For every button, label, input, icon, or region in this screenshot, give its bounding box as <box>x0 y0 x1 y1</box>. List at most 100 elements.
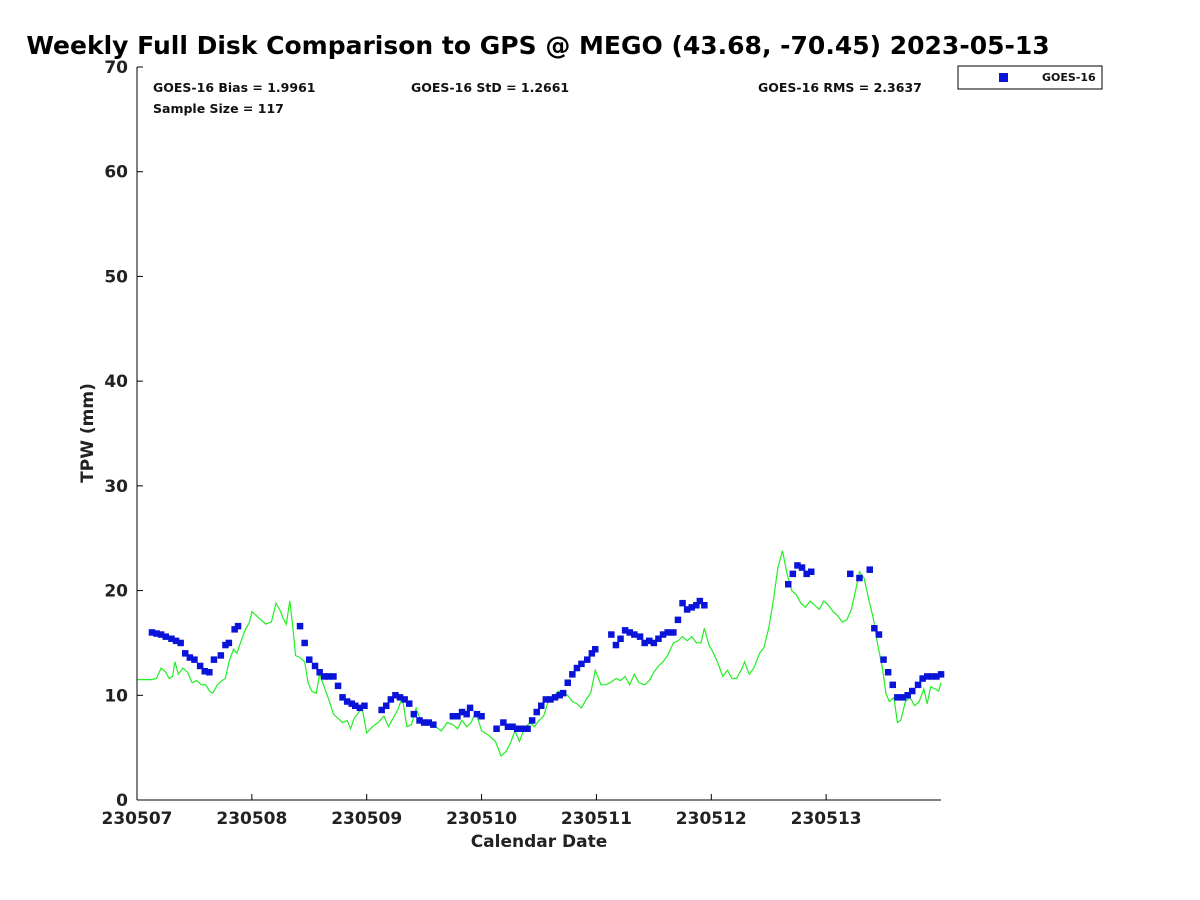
x-tick-label: 230512 <box>676 809 747 829</box>
goes-16-point <box>416 717 423 724</box>
goes-16-point <box>401 696 408 703</box>
goes-16-point <box>406 700 413 707</box>
goes-16-point <box>674 616 682 624</box>
goes-16-point <box>524 725 531 732</box>
goes-16-point <box>592 646 599 653</box>
goes-16-point <box>621 627 629 634</box>
goes-16-point <box>458 708 466 716</box>
goes-16-point <box>650 639 658 647</box>
x-ticks: 230507 230508 230509 230510 230511 230512 2305… <box>102 794 862 829</box>
goes-16-point <box>696 597 704 605</box>
goes-16-point <box>430 721 437 728</box>
goes-16-point <box>803 570 810 578</box>
goes-16-point <box>612 641 620 649</box>
goes-16-point <box>659 631 667 638</box>
legend-label-goes-16: GOES-16 <box>1042 71 1096 84</box>
goes-16-point <box>420 719 428 726</box>
goes-16-point <box>225 639 233 647</box>
goes-16-point <box>785 581 792 588</box>
goes-16-point <box>392 692 399 699</box>
goes-16-point <box>210 656 218 663</box>
goes-16-point <box>559 689 567 697</box>
goes-16-point <box>296 622 304 630</box>
legend-box <box>957 65 1103 90</box>
x-tick-label: 230513 <box>791 809 862 829</box>
goes-16-point <box>889 681 896 689</box>
goes-16-point <box>578 660 585 668</box>
goes-16-point <box>847 570 854 578</box>
goes-16-point <box>378 706 385 714</box>
gps-line <box>137 550 942 758</box>
goes-16-point <box>196 662 204 670</box>
x-tick-label: 230510 <box>446 809 517 829</box>
goes-16-point <box>547 696 554 703</box>
goes-16-point <box>588 650 596 657</box>
goes-16-point <box>500 719 507 726</box>
goes-16-point <box>871 625 878 632</box>
goes-16-point <box>449 713 457 720</box>
goes-16-point <box>352 702 359 709</box>
goes-16-point <box>148 629 156 636</box>
y-tick-label: 0 <box>116 791 128 811</box>
axes <box>136 67 941 801</box>
goes-16-point <box>556 692 563 699</box>
goes-16-point <box>172 637 180 645</box>
x-tick-label: 230511 <box>561 809 632 829</box>
goes-16-point <box>646 637 653 645</box>
goes-16-point <box>234 622 242 630</box>
goes-16-point <box>866 566 873 573</box>
goes-16-point <box>919 675 926 682</box>
legend-marker-goes-16 <box>999 73 1008 82</box>
goes-16-point <box>636 633 644 640</box>
goes-16-point <box>670 629 677 636</box>
goes-16-point <box>356 704 364 712</box>
goes-16-point <box>798 564 806 571</box>
goes-16-point <box>206 669 213 676</box>
goes-16-point <box>334 682 342 690</box>
goes-16-point <box>914 681 922 689</box>
goes-16-point <box>794 562 801 569</box>
plot-background <box>137 67 941 800</box>
x-axis-label: Calendar Date <box>471 832 608 852</box>
goes-16-point <box>463 710 470 718</box>
goes-16-point <box>551 694 559 701</box>
goes-16-point <box>904 692 911 699</box>
x-tick-label: 230508 <box>216 809 287 829</box>
goes-16-point <box>410 710 418 718</box>
goes-16-point <box>631 631 638 638</box>
goes-16-point <box>924 673 931 680</box>
goes-16-point <box>569 671 576 678</box>
y-tick-label: 10 <box>104 686 128 706</box>
goes-16-point <box>856 574 863 582</box>
goes-16-point <box>884 669 892 676</box>
goes-16-point <box>789 570 797 578</box>
goes-16-point <box>808 568 815 575</box>
goes-16-point <box>168 635 175 642</box>
goes-16-point <box>701 602 708 609</box>
goes-16-series <box>148 562 945 732</box>
chart-title: Weekly Full Disk Comparison to GPS @ MEG… <box>26 31 1049 60</box>
legend: GOES-16 <box>957 65 1103 90</box>
goes-16-point <box>664 629 671 636</box>
goes-16-point <box>538 702 545 709</box>
goes-16-point <box>321 673 328 680</box>
goes-16-point <box>909 687 916 695</box>
goes-16-point <box>348 700 355 707</box>
goes-16-point <box>157 631 165 638</box>
goes-16-point <box>425 719 432 726</box>
goes-16-point <box>231 626 238 633</box>
goes-16-point <box>466 704 474 712</box>
y-ticks: 0 10 20 30 40 50 60 70 <box>104 58 143 811</box>
goes-16-point <box>528 717 536 724</box>
goes-16-point <box>679 599 686 607</box>
goes-16-point <box>655 635 662 642</box>
stat-rms: GOES-16 RMS = 2.3637 <box>758 80 922 95</box>
y-axis-label: TPW (mm) <box>78 383 98 483</box>
goes-16-point <box>177 639 184 647</box>
goes-16-point <box>316 669 323 676</box>
goes-16-point <box>339 694 346 701</box>
goes-16-point <box>387 696 395 703</box>
goes-16-point <box>608 631 615 638</box>
goes-16-point <box>478 713 485 720</box>
